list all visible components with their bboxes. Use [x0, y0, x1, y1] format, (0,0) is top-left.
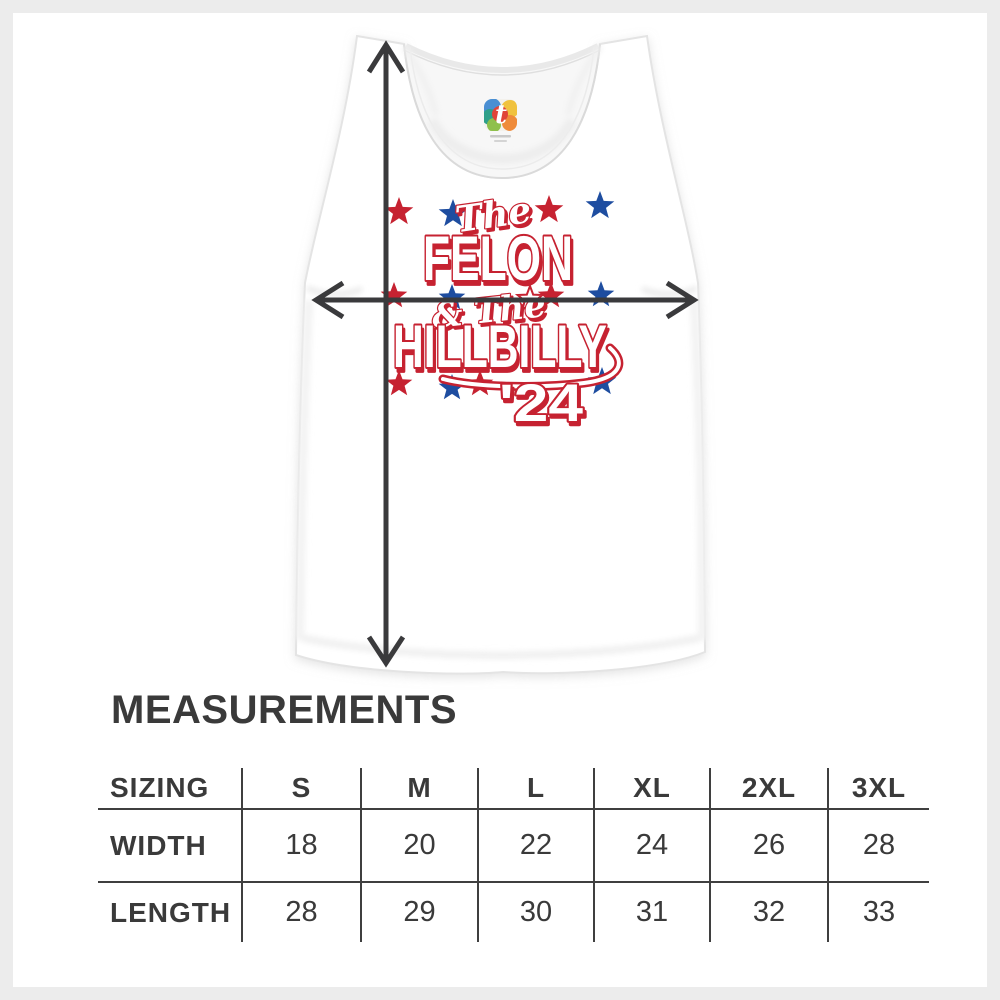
shirt-print: The The FELON FELON & The & The HILLBILL…	[391, 188, 624, 438]
row-label-width: WIDTH	[98, 810, 243, 883]
print-swash	[438, 343, 624, 391]
table-cell: 18	[243, 810, 362, 883]
table-cell: 20	[362, 810, 479, 883]
brand-caption-line	[494, 140, 507, 142]
fabric-shading	[296, 44, 706, 659]
arrow-up-head	[366, 40, 406, 74]
star-icon	[385, 370, 413, 396]
table-cell: 33	[862, 896, 896, 928]
print-hillbilly: HILLBILLY	[393, 313, 607, 380]
arrow-down-head	[366, 635, 406, 668]
star-icon	[587, 281, 615, 307]
table-cell: 24	[595, 810, 711, 883]
print-year: '24	[499, 373, 584, 433]
star-icon	[380, 282, 408, 308]
table-header-cell: M	[362, 768, 479, 810]
table-cell: 30	[479, 883, 595, 942]
row-label-length: LENGTH	[98, 883, 243, 942]
brand-caption-line	[490, 135, 511, 138]
front-scoop-edge	[403, 43, 601, 180]
size-table: SIZING S M L XL 2XL 3XL WIDTH 18 20 22 2…	[98, 768, 929, 942]
table-header-cell: XL	[595, 768, 711, 810]
back-collar-band	[404, 43, 600, 73]
back-collar-edge	[403, 49, 601, 76]
arrow-left-head	[311, 280, 345, 320]
table-header-cell: 2XL	[711, 768, 829, 810]
measurements-title: MEASUREMENTS	[111, 688, 458, 732]
print-felon: FELON	[423, 225, 573, 295]
brand-logo	[484, 99, 517, 131]
print-year-shadow: '24	[501, 376, 586, 436]
star-icon	[438, 374, 466, 400]
star-icon	[384, 197, 414, 225]
table-cell: 31	[595, 883, 711, 942]
tank-top: t	[294, 34, 707, 675]
table-cell: 28	[829, 810, 929, 883]
table-header-cell: S	[243, 768, 362, 810]
table-header-cell: L	[479, 768, 595, 810]
table-cell: 29	[362, 883, 479, 942]
print-hillbilly-shadow: HILLBILLY	[395, 317, 609, 384]
print-felon-shadow: FELON	[425, 228, 575, 298]
star-icon	[534, 195, 564, 223]
print-the-shadow: The	[455, 192, 536, 244]
star-icon	[585, 191, 615, 219]
table-cell: 26	[711, 810, 829, 883]
brand-label: t	[484, 99, 517, 142]
table-header-cell: 3XL	[829, 768, 929, 810]
front-scoop-binding	[409, 46, 595, 170]
star-icon	[438, 199, 468, 227]
star-icon	[438, 284, 466, 310]
arrow-right-head	[665, 280, 699, 320]
width-arrow	[311, 280, 699, 320]
table-cell: 32	[711, 883, 829, 942]
star-icon	[537, 282, 565, 308]
table-cell: 28	[243, 883, 362, 942]
brand-logo-letter: t	[495, 100, 507, 130]
length-arrow	[366, 40, 406, 668]
table-header-sizing: SIZING	[98, 768, 243, 810]
table-cell: 22	[479, 810, 595, 883]
print-the: The	[453, 189, 534, 241]
